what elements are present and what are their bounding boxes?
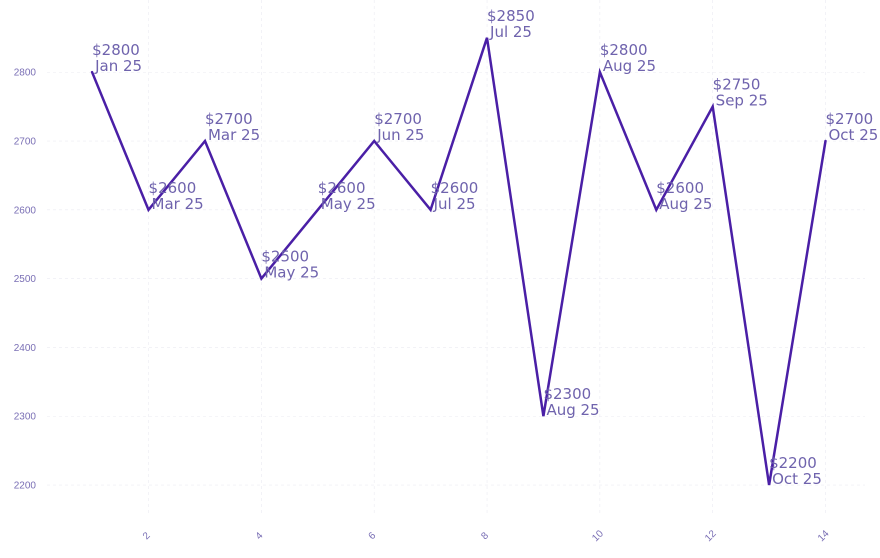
- y-axis-ticks: 2200 2300 2400 2500 2600 2700 2800: [14, 68, 37, 492]
- y-tick-label: 2400: [14, 343, 37, 354]
- point-month-label: Oct 25: [829, 126, 879, 144]
- y-tick-label: 2200: [14, 481, 37, 492]
- y-tick-label: 2600: [14, 205, 37, 216]
- point-month-label: May 25: [264, 264, 319, 282]
- grid: [47, 0, 865, 516]
- point-price-label: $2850: [487, 7, 535, 25]
- x-tick-label: 6: [367, 530, 379, 542]
- x-tick-label: 2: [141, 530, 153, 542]
- point-month-label: Aug 25: [546, 401, 599, 419]
- point-month-label: Jan 25: [94, 57, 142, 75]
- point-price-label: $2600: [149, 179, 197, 197]
- x-tick-label: 14: [816, 528, 832, 544]
- x-tick-label: 12: [703, 528, 719, 544]
- y-tick-label: 2500: [14, 274, 37, 285]
- y-tick-label: 2700: [14, 137, 37, 148]
- point-month-label: Sep 25: [716, 92, 768, 110]
- point-price-label: $2800: [92, 41, 140, 59]
- point-month-label: Mar 25: [208, 126, 260, 144]
- y-tick-label: 2300: [14, 412, 37, 423]
- x-tick-label: 4: [254, 530, 266, 542]
- point-month-label: Jul 25: [489, 23, 532, 41]
- point-month-label: Aug 25: [659, 195, 712, 213]
- point-price-label: $2500: [261, 248, 309, 266]
- point-price-label: $2200: [769, 454, 817, 472]
- x-tick-label: 10: [590, 528, 606, 544]
- series: [90, 37, 827, 486]
- point-price-label: $2700: [205, 110, 253, 128]
- point-month-label: Oct 25: [772, 470, 822, 488]
- point-price-label: $2800: [600, 41, 648, 59]
- point-price-label: $2700: [374, 110, 422, 128]
- x-axis-ticks: 2 4 6 8 10 12 14: [141, 528, 832, 544]
- point-price-label: $2750: [713, 76, 761, 94]
- point-price-label: $2700: [826, 110, 874, 128]
- point-price-label: $2600: [431, 179, 479, 197]
- point-month-label: Aug 25: [603, 57, 656, 75]
- y-tick-label: 2800: [14, 68, 37, 79]
- point-month-label: Mar 25: [152, 195, 204, 213]
- x-tick-label: 8: [479, 530, 491, 542]
- point-month-label: Jun 25: [376, 126, 424, 144]
- point-month-label: May 25: [321, 195, 376, 213]
- point-month-label: Jul 25: [433, 195, 476, 213]
- series-line: [90, 37, 827, 486]
- point-price-label: $2300: [543, 385, 591, 403]
- point-price-label: $2600: [656, 179, 704, 197]
- point-price-label: $2600: [318, 179, 366, 197]
